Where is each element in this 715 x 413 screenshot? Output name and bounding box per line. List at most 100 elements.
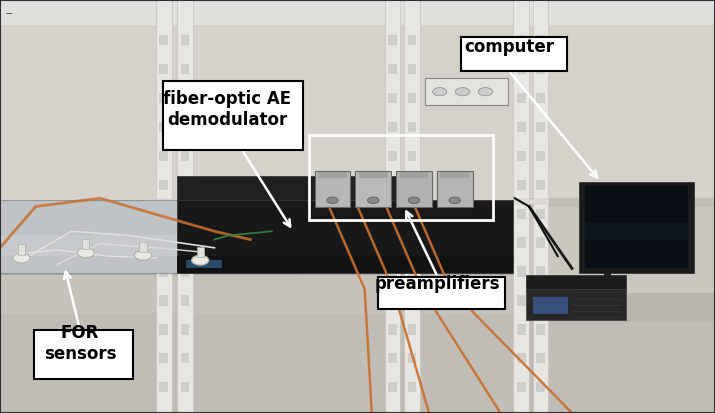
FancyBboxPatch shape <box>378 277 505 309</box>
Bar <box>517 295 526 306</box>
Bar <box>597 291 618 295</box>
Circle shape <box>327 197 338 204</box>
Bar <box>159 266 168 277</box>
Bar <box>181 295 189 306</box>
Bar <box>536 237 545 248</box>
Bar <box>0 200 300 273</box>
Bar <box>181 324 189 335</box>
Bar <box>181 266 189 277</box>
Bar <box>318 172 347 178</box>
Bar <box>177 202 513 273</box>
Bar <box>181 382 189 392</box>
Bar <box>159 64 168 74</box>
Bar <box>159 382 168 392</box>
Bar <box>0 268 522 314</box>
Circle shape <box>192 255 209 265</box>
Bar <box>536 151 545 161</box>
Bar <box>181 122 189 132</box>
Circle shape <box>368 197 379 204</box>
Bar <box>536 324 545 335</box>
Text: fiber-optic AE
demodulator: fiber-optic AE demodulator <box>163 90 292 129</box>
Bar <box>408 35 416 45</box>
Bar <box>355 171 391 206</box>
Bar <box>517 35 526 45</box>
Bar <box>181 180 189 190</box>
Bar <box>396 171 432 206</box>
Bar <box>181 209 189 219</box>
Bar <box>408 151 416 161</box>
Bar <box>156 199 549 204</box>
Bar <box>425 78 508 105</box>
Bar <box>579 182 694 273</box>
Bar <box>181 35 189 45</box>
Bar <box>388 382 397 392</box>
Bar <box>536 209 545 219</box>
Bar <box>0 198 522 273</box>
Bar <box>408 237 416 248</box>
Bar <box>408 93 416 103</box>
Bar <box>159 209 168 219</box>
Bar <box>517 151 526 161</box>
Bar <box>517 353 526 363</box>
Bar <box>408 122 416 132</box>
Bar <box>536 266 545 277</box>
Bar <box>159 35 168 45</box>
Bar <box>177 0 193 413</box>
FancyBboxPatch shape <box>163 81 303 150</box>
Bar <box>0 198 715 413</box>
Bar <box>139 242 147 252</box>
Bar <box>0 0 715 206</box>
Bar <box>159 151 168 161</box>
Text: FOR
sensors: FOR sensors <box>44 324 117 363</box>
Bar <box>0 0 715 25</box>
Bar <box>408 64 416 74</box>
Bar <box>517 266 526 277</box>
Bar <box>181 237 189 248</box>
Bar <box>177 176 406 200</box>
Bar <box>388 324 397 335</box>
Bar <box>159 93 168 103</box>
Bar <box>159 295 168 306</box>
Bar <box>536 122 545 132</box>
Bar <box>408 266 416 277</box>
Bar <box>536 295 545 306</box>
Bar <box>388 64 397 74</box>
Bar <box>536 353 545 363</box>
Bar <box>315 171 350 206</box>
Bar <box>177 256 513 273</box>
FancyBboxPatch shape <box>461 37 567 71</box>
Bar <box>536 180 545 190</box>
Bar <box>309 135 493 220</box>
Bar <box>408 324 416 335</box>
Circle shape <box>478 88 493 96</box>
Bar <box>517 93 526 103</box>
Circle shape <box>77 248 94 258</box>
Bar <box>517 209 526 219</box>
FancyBboxPatch shape <box>34 330 133 379</box>
Bar <box>440 172 469 178</box>
Bar <box>408 209 416 219</box>
Bar <box>181 93 189 103</box>
Bar <box>536 93 545 103</box>
Circle shape <box>455 88 470 96</box>
Bar <box>181 151 189 161</box>
Circle shape <box>408 197 420 204</box>
Bar <box>18 244 25 255</box>
Bar <box>388 35 397 45</box>
Bar <box>526 289 626 320</box>
Bar <box>159 180 168 190</box>
Bar <box>517 180 526 190</box>
Text: computer: computer <box>464 38 554 56</box>
Bar <box>536 64 545 74</box>
Bar <box>388 122 397 132</box>
Bar <box>517 237 526 248</box>
Circle shape <box>134 250 152 260</box>
Bar <box>156 0 172 413</box>
Bar <box>408 382 416 392</box>
Bar <box>408 180 416 190</box>
Bar <box>585 186 688 268</box>
Circle shape <box>13 253 30 263</box>
Bar <box>388 353 397 363</box>
Bar <box>437 171 473 206</box>
Bar <box>388 266 397 277</box>
